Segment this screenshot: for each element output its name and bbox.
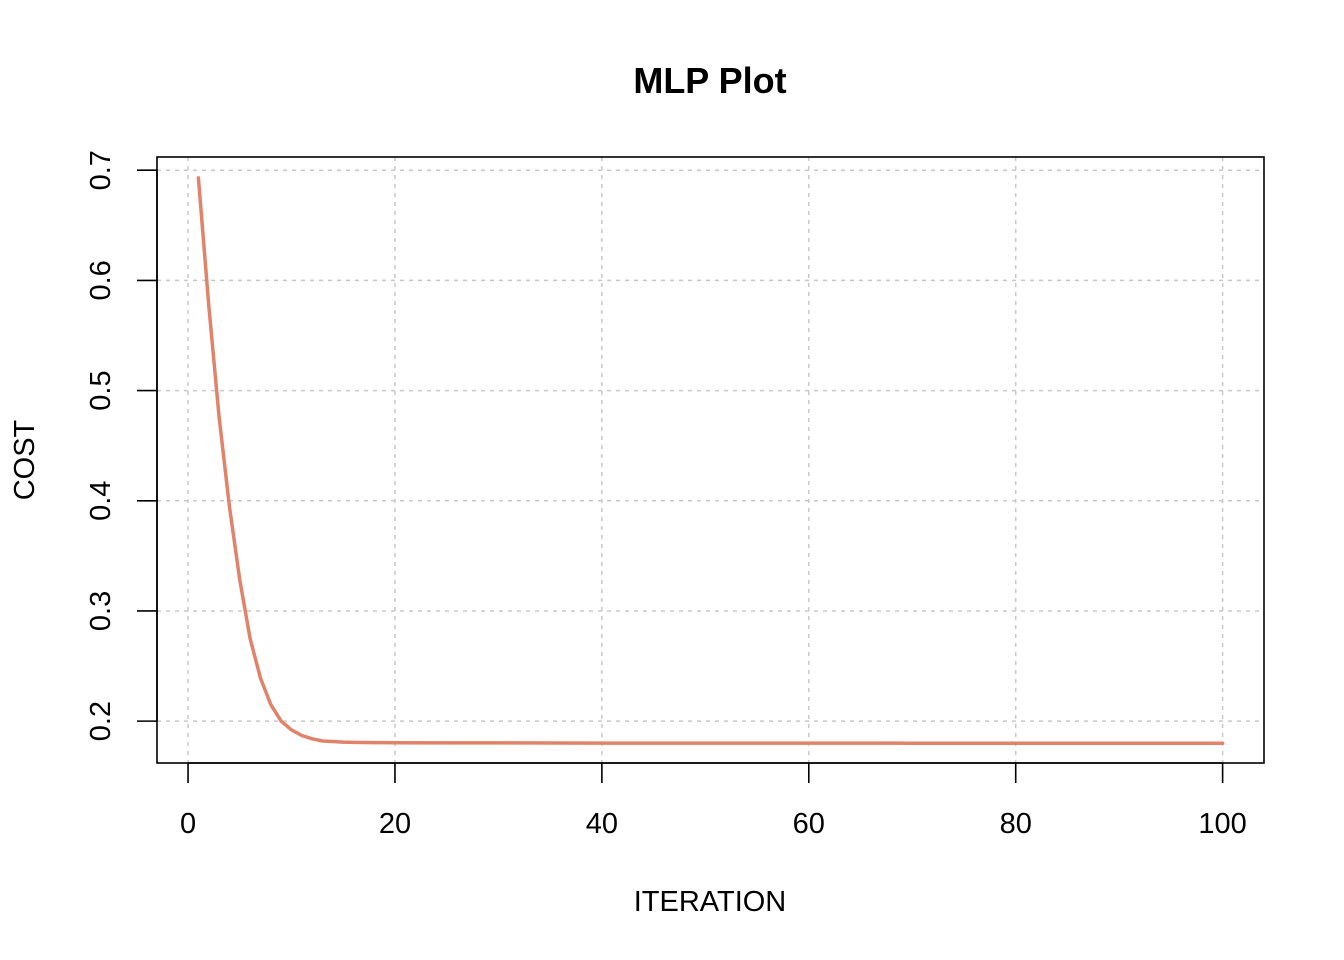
y-tick-label: 0.5: [85, 370, 117, 410]
grid: [157, 157, 1264, 763]
x-axis: 0 20 40 60 80 100: [180, 762, 1247, 840]
x-tick-label: 40: [586, 808, 618, 840]
x-tick-label: 100: [1198, 808, 1246, 840]
y-axis: 0.2 0.3 0.4 0.5 0.6 0.7: [85, 150, 158, 741]
x-tick-label: 80: [1000, 808, 1032, 840]
y-tick-label: 0.3: [85, 591, 117, 631]
x-axis-label: ITERATION: [634, 886, 787, 918]
series-line-0: [196, 176, 1225, 745]
y-tick-label: 0.6: [85, 260, 117, 300]
chart-title: MLP Plot: [633, 60, 786, 101]
series-layer: [196, 176, 1225, 745]
y-tick-label: 0.2: [85, 701, 117, 741]
x-tick-label: 20: [379, 808, 411, 840]
x-tick-label: 0: [180, 808, 196, 840]
y-tick-label: 0.4: [85, 481, 117, 521]
plot-area: [156, 156, 1265, 764]
y-tick-label: 0.7: [85, 150, 117, 190]
y-axis-label: COST: [9, 419, 41, 500]
x-tick-label: 60: [793, 808, 825, 840]
